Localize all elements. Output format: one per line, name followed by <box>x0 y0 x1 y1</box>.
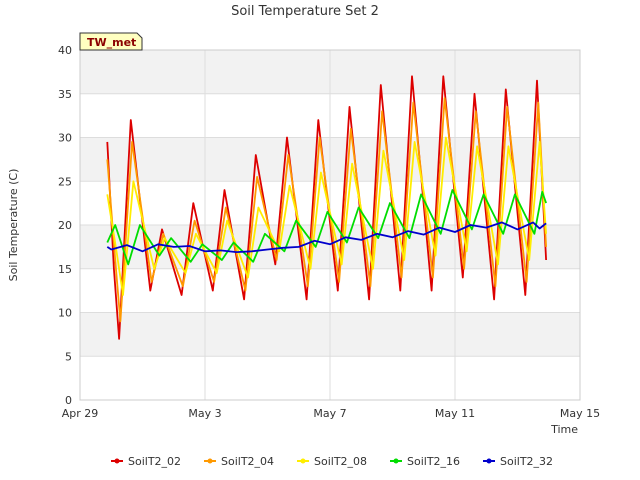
x-tick-label: Apr 29 <box>62 407 99 420</box>
plot-frame <box>79 49 581 401</box>
legend-marker <box>114 458 120 464</box>
site-label-badge: TW_met <box>79 32 143 51</box>
x-tick-label: May 15 <box>560 407 600 420</box>
y-tick-label: 30 <box>58 132 72 145</box>
x-tick-label: May 11 <box>435 407 475 420</box>
site-label: TW_met <box>87 36 136 49</box>
x-axis-label: Time <box>550 423 578 436</box>
x-tick-label: May 7 <box>313 407 346 420</box>
series-line-soilt2-08 <box>106 136 547 296</box>
legend-marker <box>300 458 306 464</box>
series-line-soilt2-04 <box>106 97 547 323</box>
x-tick-label: May 3 <box>188 407 221 420</box>
chart-title: Soil Temperature Set 2 <box>231 4 379 19</box>
y-tick-label: 0 <box>65 394 72 407</box>
legend-label: SoilT2_04 <box>221 455 274 468</box>
y-tick-label: 20 <box>58 219 72 232</box>
y-tick-label: 35 <box>58 88 72 101</box>
legend-marker <box>207 458 213 464</box>
legend-label: SoilT2_16 <box>407 455 460 468</box>
y-tick-label: 5 <box>65 350 72 363</box>
legend-label: SoilT2_32 <box>500 455 553 468</box>
series-line-soilt2-16 <box>106 189 547 266</box>
legend-label: SoilT2_08 <box>314 455 367 468</box>
y-tick-label: 40 <box>58 44 72 57</box>
legend: SoilT2_02 SoilT2_04 SoilT2_08 SoilT2_16 Soil… <box>111 455 553 468</box>
series-line-soilt2-02 <box>106 75 547 340</box>
y-tick-label: 10 <box>58 307 72 320</box>
legend-label: SoilT2_02 <box>128 455 181 468</box>
y-axis-ticks: 0 5 10 15 20 25 30 35 40 <box>58 44 72 407</box>
site-label-box <box>79 32 143 51</box>
y-tick-label: 25 <box>58 175 72 188</box>
series-lines <box>106 75 547 340</box>
legend-marker <box>486 458 492 464</box>
y-tick-label: 15 <box>58 263 72 276</box>
series-line-soilt2-32 <box>106 221 547 253</box>
x-axis-ticks: Apr 29 May 3 May 7 May 11 May 15 <box>62 407 600 420</box>
legend-marker <box>393 458 399 464</box>
y-axis-label: Soil Temperature (C) <box>7 169 20 282</box>
